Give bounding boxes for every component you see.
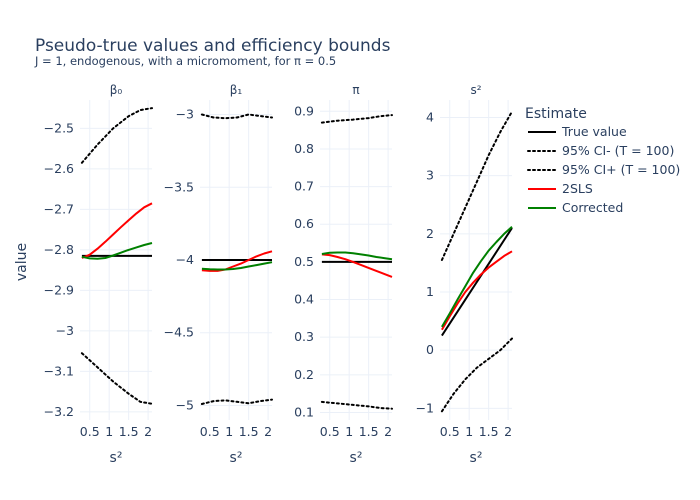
legend-entry-label[interactable]: Corrected [562,200,623,215]
legend-entry-label[interactable]: 95% CI- (T = 100) [562,143,674,158]
panel-1: β₀ −2.5 −2.6 −2.7 −2.8 −2.9 −3 −3.1 −3.2 0.5 1 1.5 2… [44,83,153,466]
x-tick-label: 2 [144,424,152,439]
x-tick-label: 1 [225,424,233,439]
series-line-95-ci-t-100 [320,114,393,124]
series-line-2sls [81,202,153,259]
series-line-2sls [441,250,513,331]
y-tick-label: 2 [426,226,434,241]
y-tick-label: −2.5 [44,120,74,135]
series-line-corrected [321,251,393,261]
x-axis-label: s² [110,450,123,466]
y-tick-label: 0.8 [294,141,314,156]
y-tick-label: −3 [176,107,194,122]
y-tick-label: −3 [56,323,74,338]
series-line-95-ci-t-100 [80,107,153,164]
y-tick-label: −4 [176,252,194,267]
series-line-95-ci-t-100 [440,110,513,261]
x-tick-label: 1.5 [239,424,259,439]
legend: Estimate True value 95% CI- (T = 100) 95% C… [525,106,680,215]
y-tick-label: −2.6 [44,161,74,176]
y-tick-label: −3.1 [44,363,74,378]
x-axis-label: s² [470,450,483,466]
x-axis-label: s² [350,450,363,466]
series-line-95-ci-t-100 [80,352,153,405]
chart-subtitle: J = 1, endogenous, with a micromoment, f… [34,54,336,68]
y-tick-label: −3.5 [164,179,194,194]
x-tick-label: 0.5 [320,424,340,439]
series-line-corrected [81,242,153,260]
panel-title: β₁ [230,83,243,97]
y-tick-label: 0.5 [294,254,314,269]
y-tick-label: −2.9 [44,282,74,297]
panel-title: π [352,83,359,97]
y-tick-label: 4 [426,109,434,124]
series-line-2sls [201,250,273,272]
y-tick-label: 0.2 [294,367,314,382]
series-line-95-ci-t-100 [200,398,273,405]
x-axis-label: s² [230,450,243,466]
y-tick-label: −1 [416,400,434,415]
series-line-95-ci-t-100 [440,337,513,413]
panel-3: π 0.9 0.8 0.7 0.6 0.5 0.4 0.3 0.2 0.1 0.5 1 1.5 2 s² [294,83,393,466]
x-tick-label: 2 [504,424,512,439]
panels-group: β₀ −2.5 −2.6 −2.7 −2.8 −2.9 −3 −3.1 −3.2 0.5 1 1.5 2… [44,83,513,466]
y-tick-label: 0.1 [294,404,314,419]
x-tick-label: 1 [345,424,353,439]
x-tick-label: 0.5 [80,424,100,439]
panel-title: β₀ [110,83,123,97]
y-tick-label: −2.7 [44,201,74,216]
y-tick-label: −2.8 [44,242,74,257]
series-line-95-ci-t-100 [320,400,393,410]
y-tick-label: 0 [426,342,434,357]
x-tick-label: 1.5 [359,424,379,439]
x-tick-label: 1.5 [479,424,499,439]
y-axis-label: value [14,243,30,281]
x-tick-label: 0.5 [440,424,460,439]
series-line-corrected [201,261,273,271]
x-tick-label: 1 [105,424,113,439]
y-tick-label: 0.3 [294,329,314,344]
y-tick-label: 1 [426,284,434,299]
panel-title: s² [470,83,481,97]
panel-4: s² 4 3 2 1 0 −1 0.5 1 1.5 2 s² [416,83,513,466]
y-tick-label: −5 [176,397,194,412]
y-tick-label: 0.6 [294,216,314,231]
series-line-95-ci-t-100 [200,113,273,120]
y-tick-label: −3.2 [44,404,74,419]
legend-title: Estimate [525,106,587,122]
x-tick-label: 1 [465,424,473,439]
series-line-2sls [321,253,393,278]
panel-2: β₁ −3 −3.5 −4 −4.5 −5 0.5 1 1.5 2 s² [164,83,273,466]
y-tick-label: 0.4 [294,292,314,307]
y-tick-label: 3 [426,168,434,183]
y-tick-label: 0.7 [294,179,314,194]
x-tick-label: 2 [384,424,392,439]
x-tick-label: 2 [264,424,272,439]
series-line-corrected [441,226,513,328]
y-tick-label: −4.5 [164,325,194,340]
x-tick-label: 0.5 [200,424,220,439]
legend-entry-label[interactable]: 95% CI+ (T = 100) [562,162,680,177]
legend-entry-label[interactable]: True value [561,124,627,139]
chart-title: Pseudo-true values and efficiency bounds [35,36,391,56]
y-tick-label: 0.9 [294,103,314,118]
series-line-true-value [441,227,513,337]
legend-entry-label[interactable]: 2SLS [562,181,593,196]
x-tick-label: 1.5 [119,424,139,439]
